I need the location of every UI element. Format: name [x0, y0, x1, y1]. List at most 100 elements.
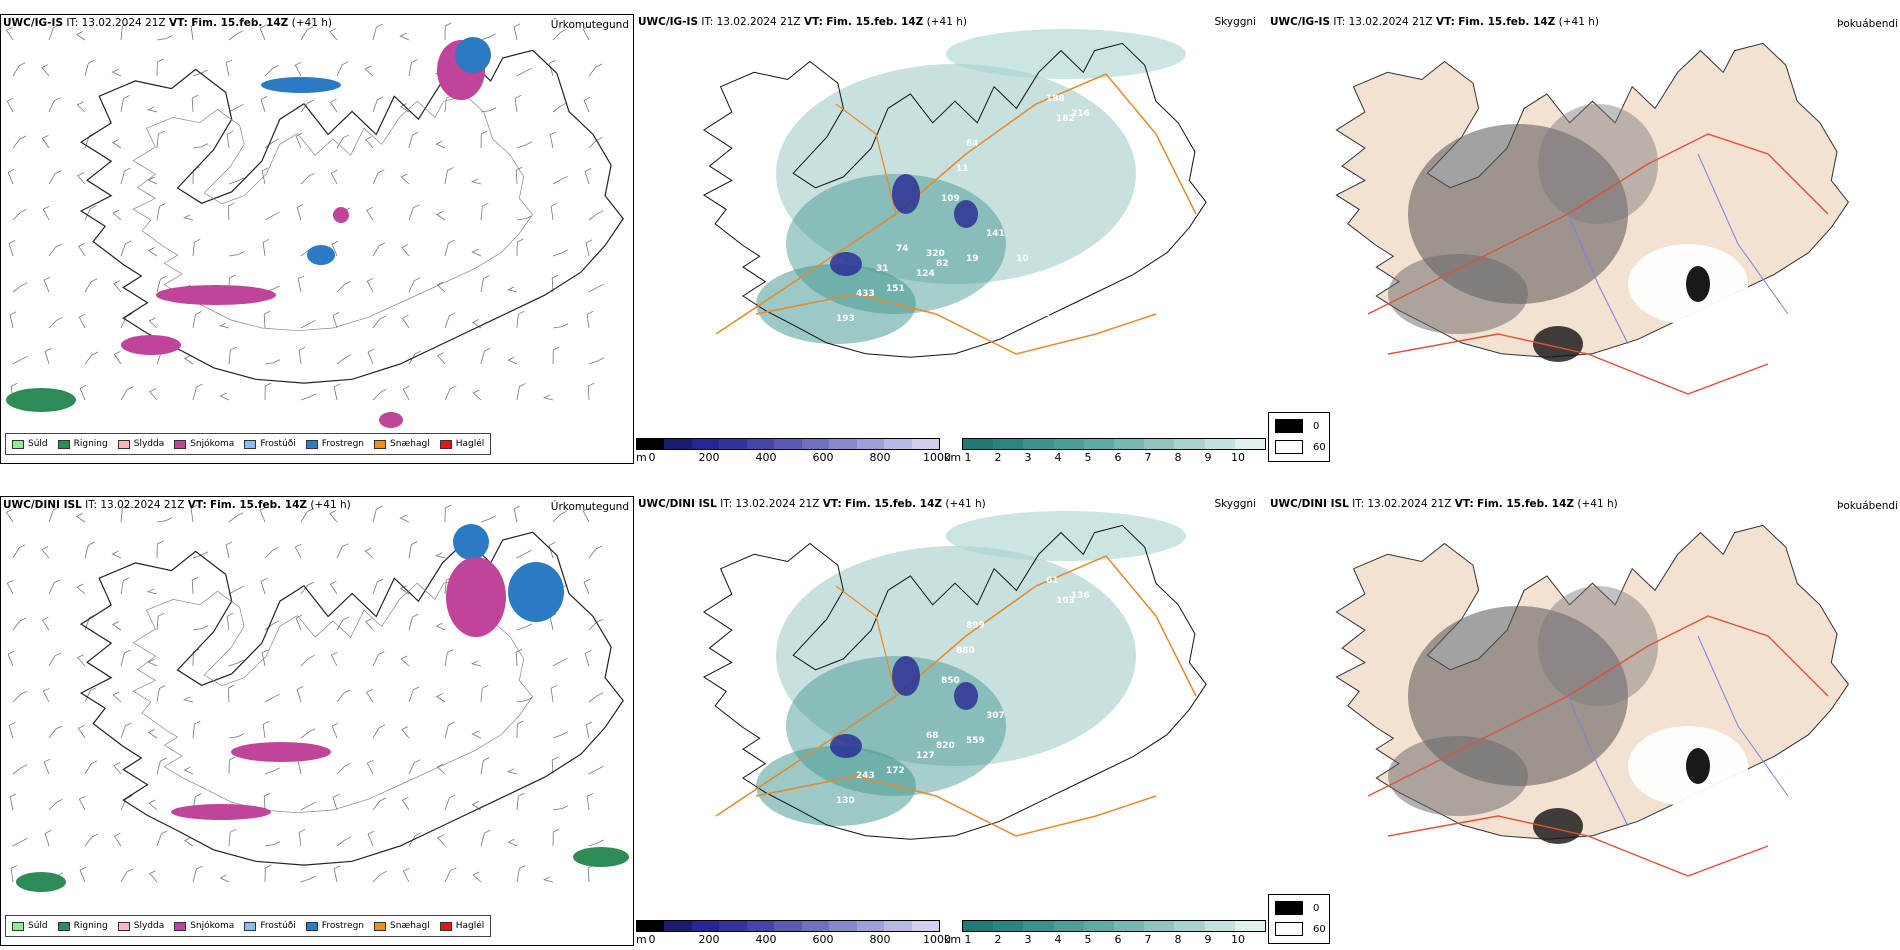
visibility-value-label: 82: [936, 259, 949, 269]
height-colorbar: [636, 438, 940, 450]
height-tick: 1000: [923, 933, 951, 946]
visibility-value-label: 559: [966, 736, 985, 746]
height-tick: 1000: [923, 451, 951, 464]
km-tick: 7: [1144, 933, 1152, 946]
precip-type-panel: UWC/DINI ISL IT: 13.02.2024 21Z VT: Fim.…: [0, 496, 634, 946]
it-value: 13.02.2024 21Z: [81, 17, 166, 29]
legend-label: Haglél: [455, 439, 485, 449]
height-tick: 600: [812, 451, 834, 464]
legend-swatch: [244, 439, 257, 449]
km-tick: 4: [1054, 933, 1062, 946]
vt-label: VT:: [1435, 16, 1455, 28]
visibility-value-label: 188: [1046, 94, 1065, 104]
km-tick: 2: [994, 451, 1002, 464]
legend-item: Frostúði: [244, 439, 296, 449]
colorbar-segment: [1234, 439, 1266, 449]
legend-label: Slydda: [133, 921, 165, 931]
km-tick: 8: [1174, 933, 1182, 946]
model-name: UWC/IG-IS: [3, 17, 64, 29]
colorbar-segment: [1083, 921, 1115, 931]
panel-title: UWC/DINI ISL IT: 13.02.2024 21Z VT: Fim.…: [638, 498, 986, 510]
colorbar-segment: [1114, 921, 1145, 931]
colorbar-segment: [801, 921, 830, 931]
lead-time: (+41 h): [291, 17, 332, 29]
legend-item: Frostregn: [305, 439, 365, 449]
colorbar-segment: [884, 921, 912, 931]
km-tick: 6: [1114, 933, 1122, 946]
vt-value: Fim. 15.feb. 14Z: [845, 498, 943, 510]
height-tick: 800: [869, 451, 891, 464]
fog-indicator-panel: UWC/IG-IS IT: 13.02.2024 21Z VT: Fim. 15…: [1268, 14, 1900, 454]
fog-legend-item: 60: [1275, 922, 1326, 936]
lead-time: (+41 h): [1558, 16, 1599, 28]
visibility-value-label: 850: [941, 676, 960, 686]
visibility-title: Skyggni: [1214, 16, 1257, 28]
colorbar-segment: [1144, 439, 1175, 449]
colorbar-segment: [911, 439, 939, 449]
it-value: 13.02.2024 21Z: [735, 498, 820, 510]
legend-label: Slydda: [133, 439, 165, 449]
colorbar-segment: [829, 439, 857, 449]
visibility-value-label: 433: [856, 289, 875, 299]
vt-label: VT:: [803, 16, 823, 28]
legend-label: Snjókoma: [190, 439, 235, 449]
legend-label: Frostregn: [321, 439, 365, 449]
km-tick: 3: [1024, 933, 1032, 946]
km-tick: 2: [994, 933, 1002, 946]
colorbar-segment: [963, 921, 994, 931]
legend-item: Haglél: [439, 921, 484, 931]
model-name: UWC/DINI ISL: [3, 499, 82, 511]
it-label: IT:: [720, 498, 733, 510]
legend-label: Snjókoma: [190, 921, 235, 931]
colorbar-segment: [637, 439, 665, 449]
lead-time: (+41 h): [926, 16, 967, 28]
fog-legend: 0 60: [1268, 412, 1330, 462]
model-name: UWC/IG-IS: [638, 16, 699, 28]
colorbar-segment: [1204, 921, 1235, 931]
it-value: 13.02.2024 21Z: [1367, 498, 1452, 510]
fog-legend-item: 0: [1275, 419, 1319, 433]
legend-item: Slydda: [117, 921, 165, 931]
km-tick: 10: [1231, 451, 1245, 464]
height-tick: 200: [698, 933, 720, 946]
colorbar-segment: [774, 439, 802, 449]
fog-indicator-panel: UWC/DINI ISL IT: 13.02.2024 21Z VT: Fim.…: [1268, 496, 1900, 936]
legend-label: Frostúði: [260, 921, 296, 931]
vt-value: Fim. 15.feb. 14Z: [191, 17, 289, 29]
height-tick: 600: [812, 933, 834, 946]
legend-swatch: [117, 921, 130, 931]
visibility-value-label: 130: [836, 796, 855, 806]
height-tick: 0: [648, 451, 656, 464]
colorbar-segment: [1053, 921, 1084, 931]
fog-indicator-map: [1335, 524, 1850, 877]
visibility-map: [702, 511, 1207, 840]
lead-time: (+41 h): [945, 498, 986, 510]
km-tick: 6: [1114, 451, 1122, 464]
legend-label: Rigning: [73, 439, 108, 449]
legend-swatch: [57, 921, 70, 931]
height-colorbar: [636, 920, 940, 932]
visibility-value-label: 136: [1071, 591, 1090, 601]
colorbar-segment: [856, 921, 885, 931]
colorbar-segment: [719, 439, 747, 449]
precip-type-title: Úrkomutegund: [550, 501, 629, 513]
legend-item: Snæhagl: [374, 439, 430, 449]
legend-swatch: [305, 921, 318, 931]
colorbar-segment: [637, 921, 665, 931]
colorbar-segment: [1234, 921, 1266, 931]
legend-swatch: [117, 439, 130, 449]
legend-swatch: [12, 439, 24, 449]
colorbar-segment: [746, 439, 775, 449]
visibility-value-label: 30: [756, 364, 769, 374]
colorbar-segment: [746, 921, 775, 931]
colorbar-segment: [801, 439, 830, 449]
colorbar-segment: [856, 439, 885, 449]
model-name: UWC/DINI ISL: [1270, 498, 1349, 510]
model-name: UWC/DINI ISL: [638, 498, 717, 510]
fog-legend-swatch: [1275, 922, 1303, 936]
legend-swatch: [305, 439, 318, 449]
legend-item: Snæhagl: [374, 921, 430, 931]
km-tick: 5: [1084, 451, 1092, 464]
it-label: IT:: [1333, 16, 1346, 28]
colorbar-segment: [1023, 439, 1054, 449]
